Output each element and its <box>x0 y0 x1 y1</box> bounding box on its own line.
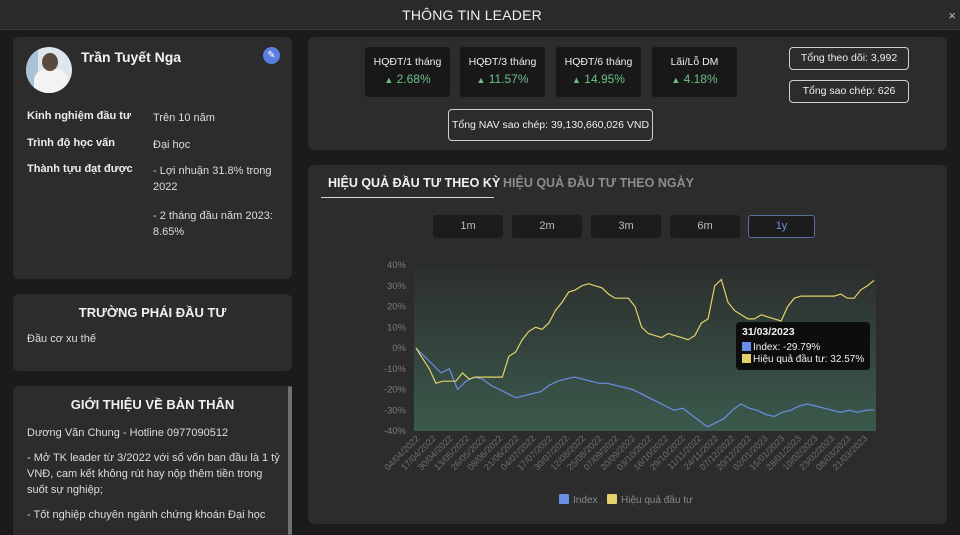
intro-paragraph: - Mở TK leader từ 3/2022 với số vốn ban … <box>27 452 280 496</box>
tooltip-performance: Hiệu quả đầu tư: 32.57% <box>742 354 864 365</box>
range-button-3m[interactable]: 3m <box>591 215 661 238</box>
stat-label: HQĐT/6 tháng <box>564 56 633 68</box>
info-value: - Lợi nhuận 31.8% trong 2022 <box>153 165 272 193</box>
range-button-1y[interactable]: 1y <box>748 215 815 238</box>
y-tick-label: -40% <box>384 426 407 437</box>
y-tick-label: 0% <box>392 343 406 354</box>
y-tick-label: -30% <box>384 405 407 416</box>
stat-3-month: HQĐT/3 tháng ▲ 11.57% <box>460 47 545 97</box>
intro-paragraph: - Tốt nghiệp chuyên ngành chứng khoán Đạ… <box>27 509 266 521</box>
info-label: Kinh nghiệm đầu tư <box>27 110 131 122</box>
series-line-index[interactable] <box>415 347 875 428</box>
close-icon[interactable]: × <box>948 8 956 23</box>
school-value: Đầu cơ xu thế <box>27 333 96 345</box>
y-tick-label: 30% <box>387 281 407 292</box>
arrow-up-icon: ▲ <box>671 75 681 85</box>
section-title: GIỚI THIỆU VỀ BẢN THÂN <box>70 397 235 412</box>
stat-value: ▲ 14.95% <box>572 72 625 86</box>
legend-swatch <box>607 494 617 504</box>
intro-paragraph: Dương Văn Chung - Hotline 0977090512 <box>27 427 229 439</box>
leader-name: Trần Tuyết Nga <box>81 49 182 65</box>
y-tick-label: -20% <box>384 385 407 396</box>
stat-6-month: HQĐT/6 tháng ▲ 14.95% <box>556 47 641 97</box>
arrow-up-icon: ▲ <box>476 75 486 85</box>
stat-profit-loss: Lãi/Lỗ DM ▲ 4.18% <box>652 47 737 97</box>
arrow-up-icon: ▲ <box>384 75 394 85</box>
stat-1-month: HQĐT/1 tháng ▲ 2.68% <box>365 47 450 97</box>
tooltip-date: 31/03/2023 <box>742 326 795 338</box>
total-nav: Tổng NAV sao chép: 39,130,660,026 VND <box>448 109 653 141</box>
stat-value: ▲ 2.68% <box>384 72 431 86</box>
y-tick-label: 20% <box>387 302 407 313</box>
legend-item-performance[interactable]: Hiệu quả đầu tư <box>607 494 693 506</box>
info-value: Đại học <box>153 139 191 151</box>
arrow-up-icon: ▲ <box>572 75 581 85</box>
info-label: Trình độ học vấn <box>27 137 116 149</box>
info-value: - 2 tháng đầu năm 2023: 8.65% <box>153 210 273 238</box>
stat-label: HQĐT/1 tháng <box>373 56 442 68</box>
investment-school-card: TRƯỜNG PHÁI ĐẦU TƯ Đầu cơ xu thế <box>13 294 292 371</box>
range-button-1m[interactable]: 1m <box>433 215 503 238</box>
stat-value: ▲ 11.57% <box>476 72 529 86</box>
title-bar: THÔNG TIN LEADER × <box>0 0 960 30</box>
avatar <box>26 47 72 93</box>
tab-period[interactable]: HIỆU QUẢ ĐẦU TƯ THEO KỲ <box>328 176 501 190</box>
tab-daily[interactable]: HIỆU QUẢ ĐẦU TƯ THEO NGÀY <box>503 176 694 190</box>
series-line-performance[interactable] <box>415 278 875 385</box>
info-label: Thành tựu đạt được <box>27 163 133 175</box>
intro-scrollbar[interactable] <box>288 386 292 535</box>
y-tick-label: 40% <box>387 260 407 271</box>
stat-value: ▲ 4.18% <box>671 72 718 86</box>
profile-card: Trần Tuyết Nga ✎ Kinh nghiệm đầu tư Trên… <box>13 37 292 279</box>
range-button-6m[interactable]: 6m <box>670 215 740 238</box>
legend-item-index[interactable]: Index <box>559 494 597 506</box>
chart-tooltip: 31/03/2023 Index: -29.79% Hiệu quả đầu t… <box>736 322 870 370</box>
intro-text: Dương Văn Chung - Hotline 0977090512 - M… <box>27 425 282 532</box>
range-button-2m[interactable]: 2m <box>512 215 582 238</box>
introduction-card: GIỚI THIỆU VỀ BẢN THÂN Dương Văn Chung -… <box>13 386 292 535</box>
tooltip-index: Index: -29.79% <box>742 342 820 353</box>
section-title: TRƯỜNG PHÁI ĐẦU TƯ <box>78 305 227 320</box>
stat-label: HQĐT/3 tháng <box>468 56 537 68</box>
active-tab-underline <box>321 197 494 198</box>
y-tick-label: -10% <box>384 364 407 375</box>
y-tick-label: 10% <box>387 322 407 333</box>
stats-card: HQĐT/1 tháng ▲ 2.68% HQĐT/3 tháng ▲ 11.5… <box>308 37 947 150</box>
window-title: THÔNG TIN LEADER <box>402 7 542 23</box>
info-value: Trên 10 năm <box>153 112 215 124</box>
stat-label: Lãi/Lỗ DM <box>670 56 719 68</box>
legend-swatch <box>559 494 569 504</box>
followers-count: Tổng theo dõi: 3,992 <box>789 47 909 70</box>
copies-count: Tổng sao chép: 626 <box>789 80 909 103</box>
pencil-icon[interactable]: ✎ <box>263 47 280 64</box>
